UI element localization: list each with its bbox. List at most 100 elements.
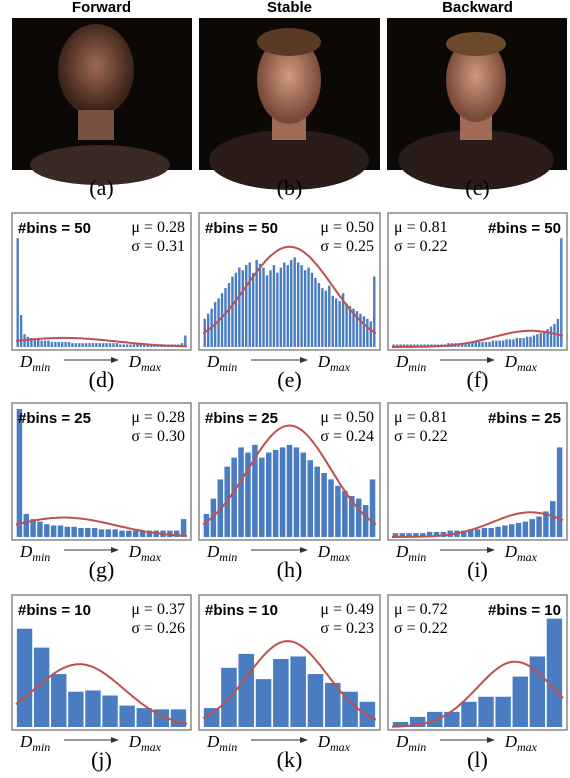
axis-symbol: D	[19, 732, 33, 751]
axis-label: Dmax	[128, 732, 162, 754]
bar	[513, 677, 528, 727]
axis-subscript: min	[408, 550, 426, 564]
axis-symbol: D	[504, 352, 518, 371]
bar	[65, 527, 70, 537]
bar	[370, 479, 376, 537]
axis-symbol: D	[206, 352, 220, 371]
axis-label: Dmax	[317, 732, 351, 754]
bar	[273, 659, 289, 727]
axis-label: Dmax	[128, 542, 162, 564]
mu-label: μ = 0.28	[131, 219, 185, 236]
bar	[224, 288, 226, 347]
axis-symbol: D	[19, 542, 33, 561]
mu-label: μ = 0.81	[394, 219, 448, 236]
axis-subscript: min	[32, 550, 50, 564]
arrow-head	[300, 547, 308, 553]
bar	[540, 333, 542, 347]
bar	[287, 265, 289, 347]
bar	[44, 524, 49, 537]
bar	[370, 321, 372, 347]
bar	[495, 341, 497, 347]
axis-subscript: max	[517, 740, 538, 754]
bar	[54, 342, 56, 347]
axis-symbol: D	[19, 352, 33, 371]
bar	[126, 344, 128, 347]
bar	[338, 301, 340, 347]
bar	[522, 338, 524, 347]
bar	[228, 283, 230, 347]
bar	[495, 527, 500, 537]
bins-label: #bins = 25	[205, 410, 278, 427]
image-caption: (c)	[465, 175, 489, 200]
axis-label: Dmax	[317, 352, 351, 374]
bar	[105, 343, 107, 347]
axis-symbol: D	[128, 352, 142, 371]
bar	[557, 319, 559, 347]
bar	[20, 315, 22, 347]
bar	[99, 343, 101, 347]
arrow-head	[111, 547, 119, 553]
bar	[461, 702, 476, 727]
bar	[325, 291, 327, 347]
panel-caption: (e)	[277, 367, 301, 392]
bar	[85, 690, 100, 727]
bar	[245, 265, 247, 347]
bar	[300, 265, 302, 347]
axis-symbol: D	[317, 732, 331, 751]
bar	[17, 409, 22, 537]
axis-label: Dmax	[504, 542, 538, 564]
axis-symbol: D	[317, 352, 331, 371]
sigma-label: σ = 0.25	[320, 238, 374, 255]
axis-label: Dmin	[19, 542, 50, 564]
bins-label: #bins = 50	[488, 220, 561, 237]
bar	[529, 337, 531, 347]
bar	[512, 339, 514, 347]
axis-subscript: min	[408, 740, 426, 754]
bar	[181, 519, 186, 537]
figure: Forward(a)Stable(b)Backward(c)#bins = 50…	[0, 0, 570, 778]
axis-symbol: D	[504, 732, 518, 751]
axis-subscript: min	[219, 550, 237, 564]
bar	[259, 458, 265, 537]
bar	[81, 343, 83, 347]
bins-label: #bins = 50	[18, 220, 91, 237]
column-title: Stable	[267, 0, 312, 16]
bar	[133, 344, 135, 347]
sigma-label: σ = 0.22	[394, 428, 448, 445]
bar	[290, 656, 306, 727]
axis-label: Dmin	[19, 732, 50, 754]
bar	[99, 529, 104, 537]
bar	[488, 342, 490, 347]
bar	[106, 529, 111, 537]
image-caption: (a)	[89, 175, 113, 200]
bar	[482, 528, 487, 537]
sigma-label: σ = 0.26	[131, 620, 185, 637]
bar	[123, 344, 125, 347]
bar	[273, 265, 275, 347]
axis-label: Dmax	[128, 352, 162, 374]
bar	[221, 293, 223, 347]
bins-label: #bins = 10	[488, 602, 561, 619]
axis-symbol: D	[206, 542, 220, 561]
image-backward	[387, 18, 567, 190]
bar	[509, 339, 511, 347]
bar	[92, 343, 94, 347]
panel-caption: (d)	[89, 367, 115, 392]
bar	[51, 674, 66, 727]
bar	[314, 278, 316, 347]
bar	[280, 447, 286, 537]
bar	[363, 316, 365, 347]
axis-symbol: D	[395, 352, 409, 371]
axis-label: Dmin	[395, 542, 426, 564]
bar	[547, 619, 562, 727]
axis-symbol: D	[206, 732, 220, 751]
mu-label: μ = 0.37	[131, 601, 185, 618]
bar	[481, 342, 483, 347]
arrow-head	[487, 547, 495, 553]
bar	[68, 342, 70, 347]
bar	[505, 339, 507, 347]
bar	[492, 341, 494, 347]
bar	[307, 460, 313, 537]
bar	[287, 445, 293, 537]
bins-label: #bins = 25	[18, 410, 91, 427]
